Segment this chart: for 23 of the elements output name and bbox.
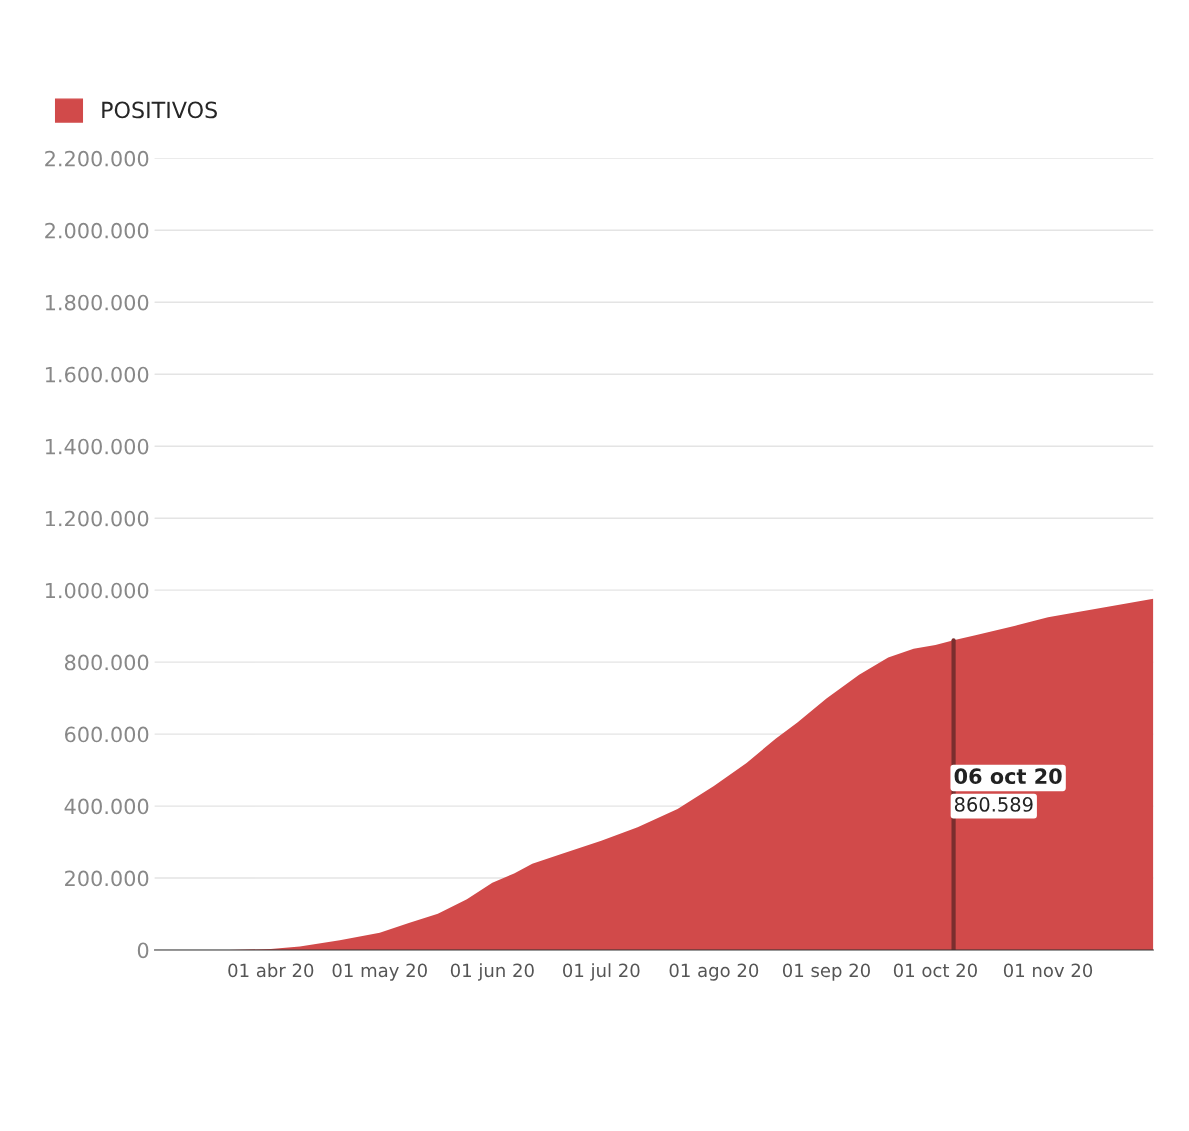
annotation: 860.589 — [954, 797, 1033, 812]
x-tick-label: 01 jun 20 — [450, 963, 534, 981]
y-tick-label: 1.400.000 — [45, 438, 149, 455]
y-tick-label: 1.600.000 — [45, 366, 149, 383]
y-tick-label: 1.800.000 — [45, 294, 149, 311]
y-tick-label: 400.000 — [64, 798, 149, 815]
x-tick-label: 01 jul 20 — [563, 963, 640, 981]
x-tick-label: 01 nov 20 — [1003, 963, 1093, 978]
x-tick-label: 01 sep 20 — [782, 963, 870, 981]
x-tick-label: 01 may 20 — [332, 963, 427, 981]
x-tick-label: 01 ago 20 — [669, 963, 759, 981]
annotation: 06 oct 20 — [954, 768, 1062, 785]
y-tick-label: 0 — [137, 942, 149, 959]
x-tick-label: 01 abr 20 — [228, 963, 314, 978]
y-tick-label: 1.000.000 — [45, 582, 149, 599]
y-tick-label: 800.000 — [64, 654, 149, 671]
x-tick-label: 01 oct 20 — [893, 963, 977, 978]
y-tick-label: 2.000.000 — [45, 222, 149, 239]
y-tick-label: 600.000 — [65, 726, 149, 743]
y-tick-label: 1.200.000 — [45, 510, 149, 527]
y-tick-label: 200.000 — [65, 870, 149, 887]
legend-label: POSITIVOS — [102, 101, 217, 119]
y-tick-label: 2.200.000 — [45, 150, 149, 167]
